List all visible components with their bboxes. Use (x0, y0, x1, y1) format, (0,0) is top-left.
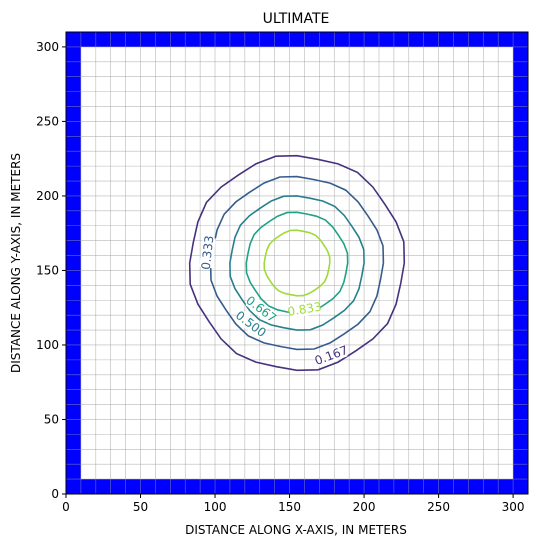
chart-title: ULTIMATE (263, 11, 330, 27)
y-tick-label: 50 (44, 412, 59, 426)
y-tick-label: 250 (36, 114, 59, 128)
contour-line-0.167 (188, 154, 406, 372)
y-tick-label: 300 (36, 40, 59, 54)
contour-label-bg (234, 309, 267, 339)
y-tick-label: 200 (36, 189, 59, 203)
contour-label-group: 0.833 (286, 300, 322, 319)
x-tick-label: 0 (62, 500, 70, 514)
x-tick-label: 100 (204, 500, 227, 514)
contour-label-bg (314, 344, 348, 367)
y-tick-label: 0 (51, 487, 59, 501)
contour-label: 0.833 (286, 300, 322, 319)
x-tick-label: 250 (427, 500, 450, 514)
contour-label: 0.333 (199, 235, 217, 271)
contour-line-0.833 (263, 229, 331, 297)
y-tick-label: 150 (36, 263, 59, 277)
boundary-bottom (66, 479, 528, 494)
boundary-top (66, 32, 528, 47)
contour-label-bg (245, 294, 278, 324)
plot-frame (65, 31, 529, 495)
contour-label-bg (199, 236, 216, 269)
x-tick-label: 200 (353, 500, 376, 514)
x-tick-label: 150 (278, 500, 301, 514)
x-tick-label: 50 (133, 500, 148, 514)
contour-line-0.667 (245, 211, 349, 315)
boundary-right (513, 32, 528, 494)
x-tick-label: 300 (502, 500, 525, 514)
boundary-left (66, 32, 81, 494)
plot-background (66, 32, 528, 494)
contour-label-group: 0.333 (199, 235, 217, 271)
y-axis-label: DISTANCE ALONG Y-AXIS, IN METERS (9, 153, 23, 373)
contour-label-bg (288, 300, 321, 319)
contour-line-0.500 (229, 195, 365, 331)
y-tick-label: 100 (36, 338, 59, 352)
axes: 0 50 100 150 200 250 300 0 50 100 150 200 250 300 (36, 31, 529, 514)
x-axis-label: DISTANCE ALONG X-AXIS, IN METERS (185, 523, 407, 537)
